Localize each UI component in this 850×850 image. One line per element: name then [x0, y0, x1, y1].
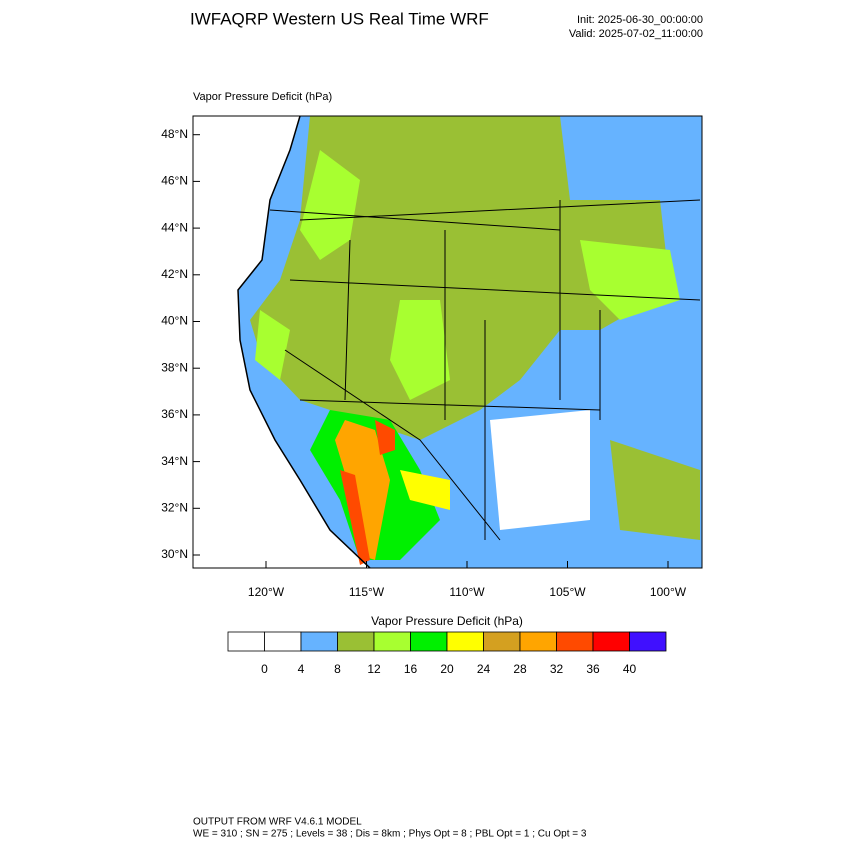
colorbar-box — [300, 631, 338, 652]
footer-line: OUTPUT FROM WRF V4.6.1 MODEL — [193, 817, 362, 828]
colorbar-box — [264, 631, 302, 652]
colorbar-box — [410, 631, 448, 652]
colorbar-box — [483, 631, 521, 652]
colorbar-label: 20 — [440, 662, 454, 676]
lon-label: 100°W — [650, 585, 687, 599]
state-borders — [269, 199, 701, 541]
region-green — [580, 240, 680, 320]
valid-time: Valid: 2025-07-02_11:00:00 — [569, 28, 703, 40]
colorbar-title: Vapor Pressure Deficit (hPa) — [371, 614, 523, 628]
colorbar-box — [556, 631, 594, 652]
lat-label: 46°N — [161, 174, 188, 188]
lat-label: 34°N — [161, 454, 188, 468]
colorbar-label: 16 — [404, 662, 418, 676]
colorbar-box — [373, 631, 411, 652]
colorbar-box — [629, 631, 667, 652]
colorbar-label: 0 — [261, 662, 268, 676]
colorbar-label: 32 — [550, 662, 564, 676]
lat-label: 30°N — [161, 547, 188, 561]
region-low — [490, 410, 590, 530]
lat-label: 36°N — [161, 407, 188, 421]
footer-line: WE = 310 ; SN = 275 ; Levels = 38 ; Dis … — [193, 829, 587, 840]
region-olive-south — [610, 440, 700, 540]
colorbar-box — [337, 631, 375, 652]
lat-label: 44°N — [161, 220, 188, 234]
lat-label: 48°N — [161, 127, 188, 141]
lat-label: 40°N — [161, 314, 188, 328]
colorbar-label: 40 — [623, 662, 637, 676]
colorbar-box — [227, 631, 265, 652]
lat-label: 42°N — [161, 267, 188, 281]
init-time: Init: 2025-06-30_00:00:00 — [577, 14, 703, 26]
region-green — [255, 150, 450, 400]
lat-label: 38°N — [161, 360, 188, 374]
region-orange — [335, 420, 390, 560]
colorbar-label: 12 — [367, 662, 381, 676]
colorbar-box — [592, 631, 630, 652]
lon-label: 110°W — [449, 585, 485, 599]
lat-label: 32°N — [161, 500, 188, 514]
map — [193, 116, 702, 568]
colorbar-label: 8 — [334, 662, 341, 676]
title: IWFAQRP Western US Real Time WRF — [190, 9, 489, 28]
region-yellow — [400, 470, 450, 510]
colorbar-label: 4 — [298, 662, 305, 676]
region-red — [340, 420, 395, 565]
lon-label: 105°W — [549, 585, 586, 599]
map-label: Vapor Pressure Deficit (hPa) — [193, 91, 332, 103]
colorbar-box — [446, 631, 484, 652]
colorbar-label: 36 — [586, 662, 600, 676]
colorbar-label: 24 — [477, 662, 491, 676]
colorbar-label: 28 — [513, 662, 527, 676]
colorbar-box — [519, 631, 557, 652]
map-frame — [192, 115, 703, 569]
lon-label: 115°W — [349, 585, 385, 599]
lon-label: 120°W — [248, 585, 285, 599]
coastline — [237, 116, 371, 568]
